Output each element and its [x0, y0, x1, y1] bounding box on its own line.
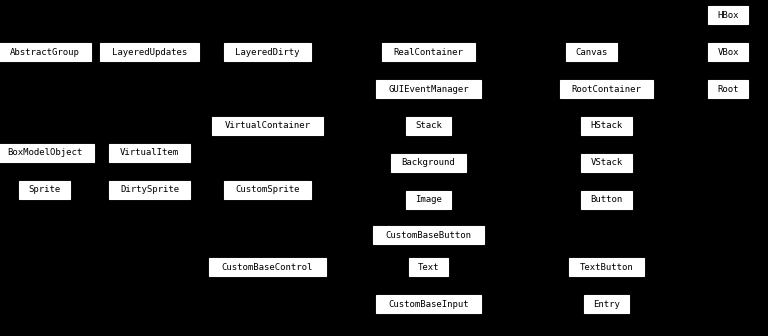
- FancyBboxPatch shape: [560, 80, 654, 98]
- FancyBboxPatch shape: [566, 43, 617, 61]
- Text: VBox: VBox: [717, 48, 739, 56]
- Text: VirtualItem: VirtualItem: [121, 149, 179, 157]
- FancyBboxPatch shape: [0, 143, 94, 162]
- Text: Button: Button: [591, 196, 623, 204]
- Text: AbstractGroup: AbstractGroup: [10, 48, 79, 56]
- Text: Stack: Stack: [415, 122, 442, 130]
- FancyBboxPatch shape: [708, 80, 748, 98]
- Text: TextButton: TextButton: [580, 263, 634, 271]
- FancyBboxPatch shape: [584, 295, 630, 313]
- Text: BoxModelObject: BoxModelObject: [7, 149, 82, 157]
- Text: Entry: Entry: [594, 300, 620, 308]
- FancyBboxPatch shape: [109, 181, 190, 199]
- FancyBboxPatch shape: [212, 117, 323, 135]
- FancyBboxPatch shape: [391, 154, 466, 172]
- Text: Image: Image: [415, 196, 442, 204]
- Text: VStack: VStack: [591, 159, 623, 167]
- FancyBboxPatch shape: [581, 117, 632, 135]
- FancyBboxPatch shape: [382, 43, 475, 61]
- FancyBboxPatch shape: [19, 181, 70, 199]
- FancyBboxPatch shape: [708, 6, 748, 25]
- Text: CustomSprite: CustomSprite: [235, 185, 300, 194]
- FancyBboxPatch shape: [0, 43, 91, 61]
- FancyBboxPatch shape: [409, 258, 449, 276]
- FancyBboxPatch shape: [708, 43, 748, 61]
- Text: LayeredUpdates: LayeredUpdates: [112, 48, 187, 56]
- FancyBboxPatch shape: [581, 191, 632, 209]
- FancyBboxPatch shape: [376, 80, 481, 98]
- FancyBboxPatch shape: [376, 295, 481, 313]
- FancyBboxPatch shape: [223, 181, 311, 199]
- Text: Root: Root: [717, 85, 739, 93]
- FancyBboxPatch shape: [406, 117, 452, 135]
- Text: DirtySprite: DirtySprite: [121, 185, 179, 194]
- Text: Sprite: Sprite: [28, 185, 61, 194]
- Text: RealContainer: RealContainer: [394, 48, 463, 56]
- Text: Background: Background: [402, 159, 455, 167]
- Text: Text: Text: [418, 263, 439, 271]
- FancyBboxPatch shape: [223, 43, 311, 61]
- FancyBboxPatch shape: [109, 143, 190, 162]
- Text: HBox: HBox: [717, 11, 739, 19]
- Text: Canvas: Canvas: [575, 48, 607, 56]
- Text: RootContainer: RootContainer: [572, 85, 641, 93]
- Text: CustomBaseButton: CustomBaseButton: [386, 231, 472, 240]
- Text: CustomBaseInput: CustomBaseInput: [389, 300, 468, 308]
- FancyBboxPatch shape: [581, 154, 632, 172]
- FancyBboxPatch shape: [373, 226, 484, 245]
- Text: HStack: HStack: [591, 122, 623, 130]
- Text: CustomBaseControl: CustomBaseControl: [222, 263, 313, 271]
- FancyBboxPatch shape: [100, 43, 200, 61]
- FancyBboxPatch shape: [209, 258, 326, 276]
- Text: VirtualContainer: VirtualContainer: [224, 122, 310, 130]
- FancyBboxPatch shape: [569, 258, 644, 276]
- Text: GUIEventManager: GUIEventManager: [389, 85, 468, 93]
- Text: LayeredDirty: LayeredDirty: [235, 48, 300, 56]
- FancyBboxPatch shape: [406, 191, 452, 209]
